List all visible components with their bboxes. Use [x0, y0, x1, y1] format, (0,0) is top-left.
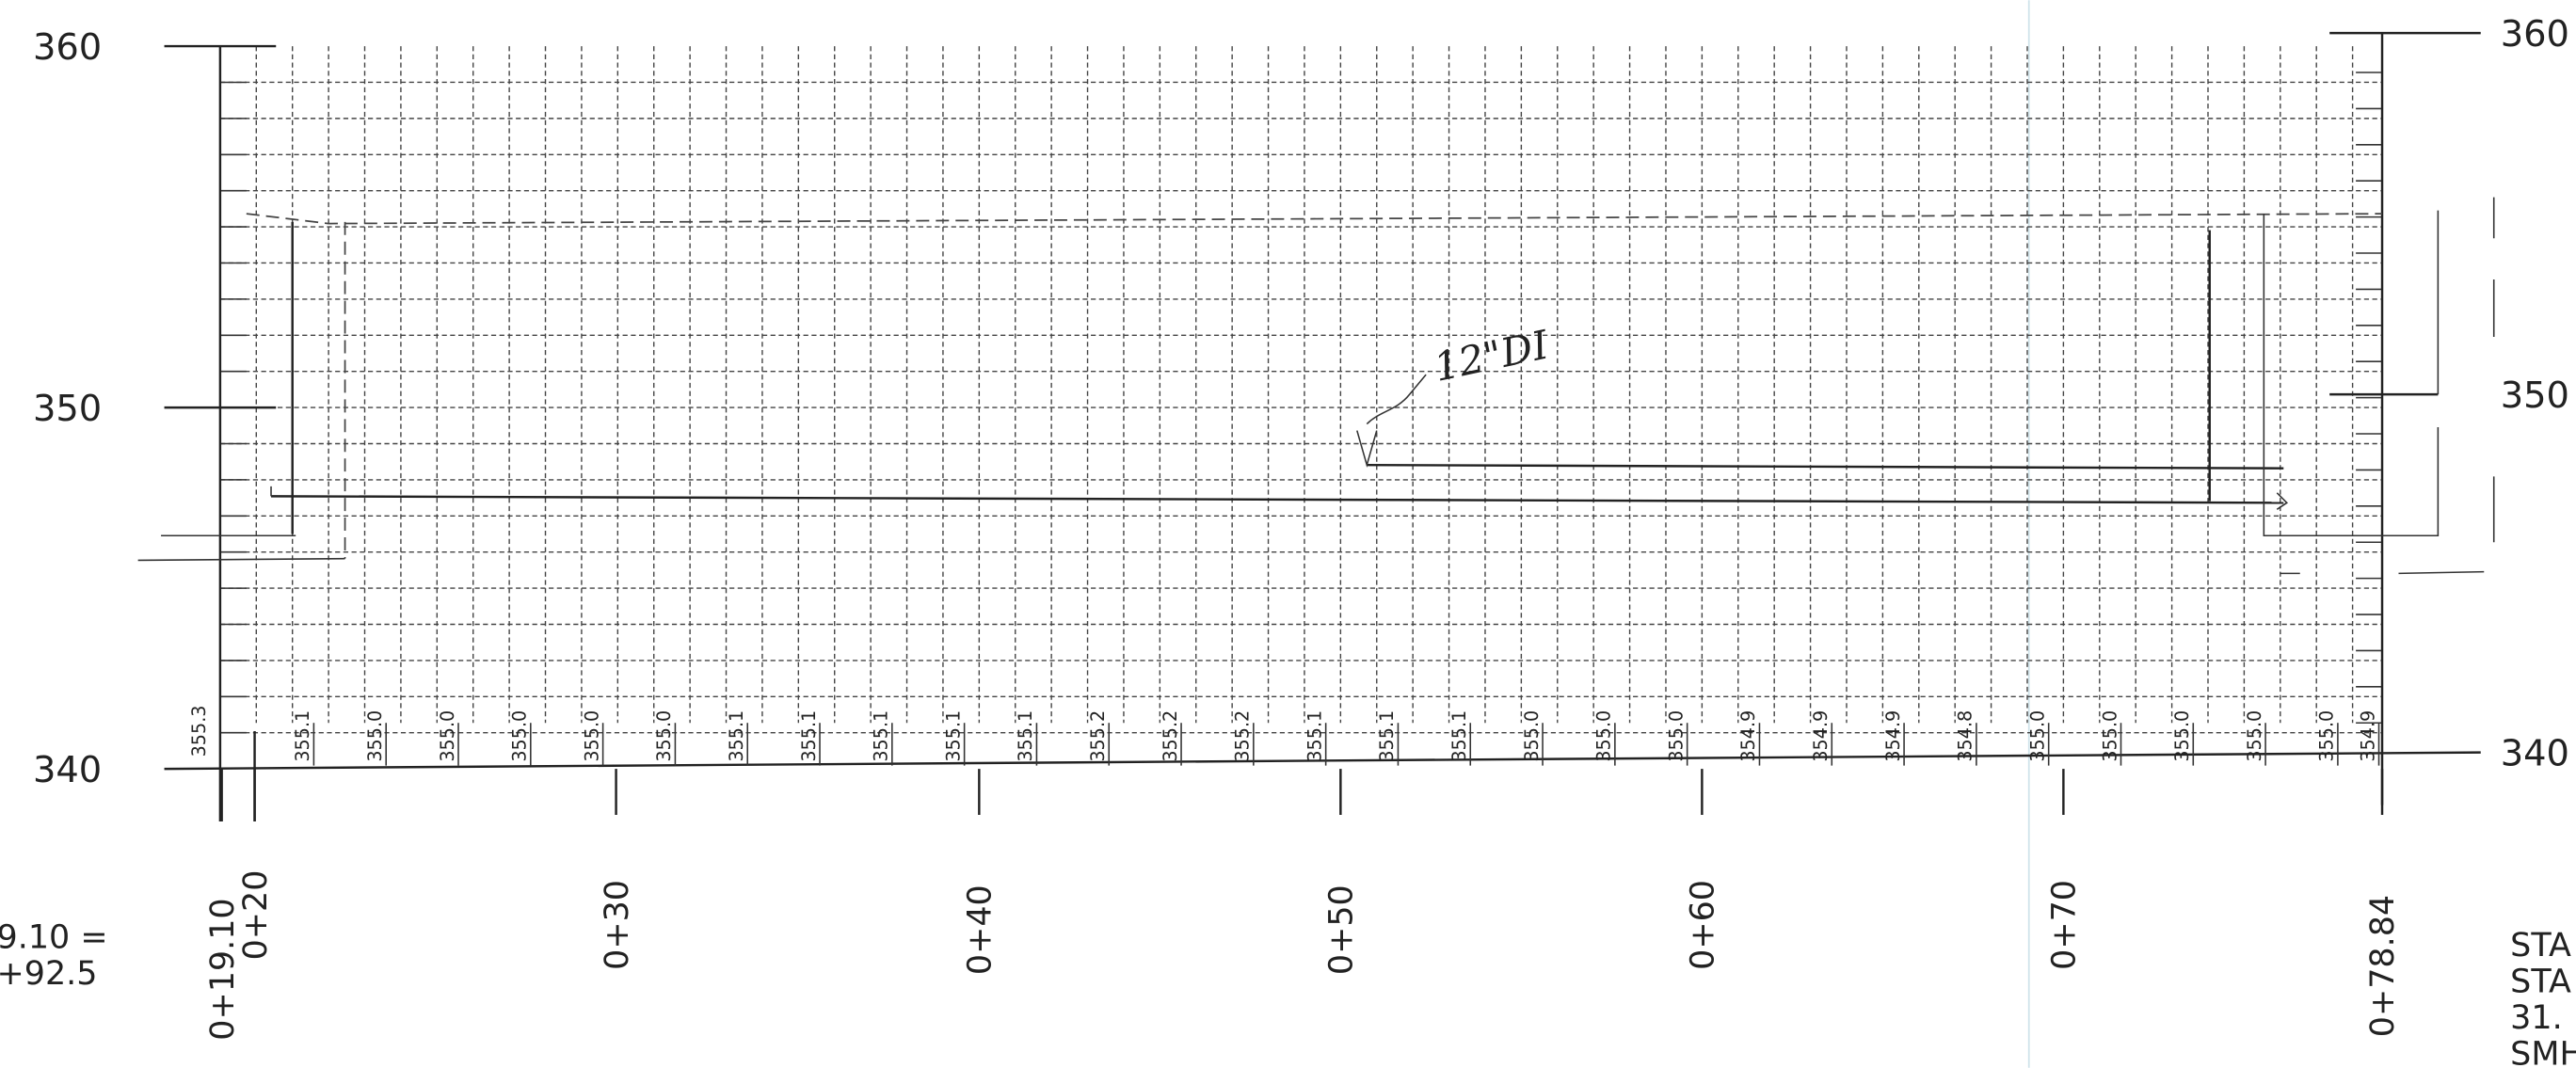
- station-label: 0+30: [599, 880, 636, 970]
- structure-box: [2263, 210, 2440, 537]
- ground-elevation: 355.1: [1376, 710, 1398, 762]
- ground-elevation: 355.0: [2026, 710, 2048, 762]
- ground-elevation: 355.0: [1593, 710, 1615, 762]
- pipe-crown: [1367, 463, 2284, 470]
- station-label: 0+40: [962, 885, 1000, 975]
- right-note: 31.: [2510, 999, 2563, 1037]
- elevation-label: 360: [33, 26, 102, 69]
- ground-elevation: 355.0: [2316, 710, 2338, 762]
- ground-elevation: 355.1: [798, 710, 820, 762]
- station-label: 0+70: [2046, 880, 2084, 970]
- left-note: +92.5: [0, 955, 97, 993]
- station-label: 0+20: [237, 870, 275, 961]
- right-note: STA: [2510, 964, 2571, 1001]
- right-note: SMH: [2510, 1035, 2576, 1068]
- baseline: [164, 751, 2481, 771]
- ground-elevation: 355.0: [653, 710, 675, 762]
- elevation-label: 350: [33, 388, 102, 430]
- ground-elevation: 355.0: [509, 710, 531, 762]
- ground-elevation: 355.2: [1087, 710, 1109, 762]
- ground-elevation: 355.2: [1232, 710, 1254, 762]
- station-label: 0+19.10: [204, 898, 242, 1040]
- ground-elevation: 355.2: [1160, 710, 1181, 762]
- elevation-label: 360: [2501, 13, 2569, 56]
- station-label: 0+78.84: [2364, 895, 2402, 1037]
- left-note: 9.10 =: [0, 918, 108, 956]
- ground-elevation: 354.8: [1955, 710, 1976, 762]
- existing-ground: [246, 213, 2383, 225]
- ground-elevation: 354.9: [1882, 710, 1904, 762]
- ground-elevation: 355.1: [1448, 710, 1470, 762]
- right-note: STA: [2510, 927, 2571, 964]
- elevation-label: 340: [33, 749, 102, 791]
- elevation-label: 340: [2501, 733, 2569, 775]
- ground-elevation: 355.1: [1304, 710, 1325, 762]
- ground-elevation: 355.0: [1665, 710, 1687, 762]
- labels: 360 350 340 360 350 340 0+19.100+20 0+30 0+40 0+5…: [0, 13, 2576, 1068]
- ground-elevation: 355.0: [364, 710, 386, 762]
- ground-elevation: 355.0: [2171, 710, 2193, 762]
- ground-elevation: 355.0: [1521, 710, 1543, 762]
- ground-elevation: 355.0: [2244, 710, 2265, 762]
- ground-elevation: 354.9: [1810, 710, 1832, 762]
- ground-elevation: 355.1: [871, 710, 892, 762]
- grid: [219, 46, 2383, 734]
- ground-elevation: 354.9: [2357, 710, 2378, 762]
- ground-elevation: 355.0: [437, 710, 458, 762]
- ground-elevation: 355.1: [726, 710, 747, 762]
- ground-elevation: 355.3: [188, 705, 210, 757]
- station-label: 0+60: [1685, 880, 1722, 970]
- pipe-end: [270, 486, 2289, 510]
- station-label: 0+50: [1323, 885, 1361, 975]
- ground-elevation: 355.1: [942, 710, 964, 762]
- manhole-base: [137, 534, 345, 562]
- structure-lines: [2280, 197, 2495, 575]
- elevation-label: 350: [2501, 375, 2569, 417]
- ground-elevation: 354.9: [1737, 710, 1759, 762]
- ground-elevation: 355.0: [581, 710, 602, 762]
- leader: [1356, 374, 1427, 469]
- ground-elevation: 355.0: [2099, 710, 2120, 762]
- pipe-invert: [271, 495, 2284, 504]
- ground-elevation: 355.1: [292, 710, 313, 762]
- ground-elevation: 355.1: [1015, 710, 1036, 762]
